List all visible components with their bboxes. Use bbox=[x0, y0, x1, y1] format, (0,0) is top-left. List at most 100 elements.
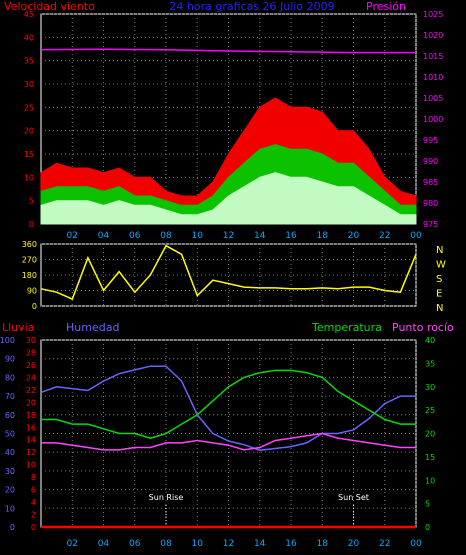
chart1-xtick: 22 bbox=[379, 231, 390, 241]
chart3-xtick: 16 bbox=[285, 539, 297, 549]
chart1-ytick-left: 30 bbox=[24, 80, 34, 89]
chart1-ytick-right: 1015 bbox=[423, 52, 443, 61]
chart3-ytick-humedad: 70 bbox=[5, 392, 15, 401]
chart3-series-temperatura bbox=[41, 369, 416, 439]
chart3-ytick-temp: 40 bbox=[425, 336, 435, 345]
chart2-compass-letter: E bbox=[436, 289, 442, 300]
chart1-series-presion bbox=[40, 48, 416, 54]
chart1-title: 24 hora graficas 26 Julio 2009 bbox=[169, 0, 334, 13]
chart3-ytick-lluvia: 6 bbox=[31, 486, 36, 495]
chart1-left-axis-label: Velocidad viento bbox=[4, 0, 95, 13]
chart3-ytick-temp: 20 bbox=[425, 430, 435, 439]
chart3-series-humedad bbox=[40, 365, 416, 452]
chart1-ytick-right: 1020 bbox=[423, 31, 443, 40]
chart3-xtick: 04 bbox=[98, 539, 110, 549]
chart1-ytick-right: 1025 bbox=[423, 10, 443, 19]
chart1-right-axis-label: Presión bbox=[366, 0, 406, 13]
chart1-ytick-left: 40 bbox=[24, 33, 34, 42]
chart1-ytick-right: 990 bbox=[423, 157, 438, 166]
chart3-ytick-lluvia: 12 bbox=[26, 448, 36, 457]
chart3-ytick-temp: 30 bbox=[425, 383, 435, 392]
chart3-xtick: 10 bbox=[192, 539, 204, 549]
chart2-compass-letter: W bbox=[436, 260, 446, 271]
chart3-ytick-temp: 10 bbox=[425, 476, 435, 485]
chart3-ytick-lluvia: 0 bbox=[31, 523, 36, 532]
legend-humedad: Humedad bbox=[66, 321, 119, 334]
chart1-xtick: 16 bbox=[285, 231, 297, 241]
chart3-ytick-lluvia: 28 bbox=[26, 348, 36, 357]
chart3-ytick-humedad: 20 bbox=[5, 486, 15, 495]
chart1-ytick-left: 35 bbox=[24, 57, 34, 66]
chart3-ytick-lluvia: 22 bbox=[26, 386, 36, 395]
chart1-xtick: 08 bbox=[160, 231, 172, 241]
humidity-temperature-chart: 0102030405060708090100024681012141618202… bbox=[0, 336, 435, 549]
chart3-ytick-humedad: 90 bbox=[5, 355, 15, 364]
chart2-ytick: 360 bbox=[22, 240, 37, 249]
chart3-ytick-humedad: 60 bbox=[5, 411, 15, 420]
chart3-xtick: 12 bbox=[223, 539, 234, 549]
chart3-ytick-humedad: 30 bbox=[5, 467, 15, 476]
chart1-ytick-right: 985 bbox=[423, 178, 438, 187]
chart1-xtick: 14 bbox=[254, 231, 266, 241]
chart1-xtick: 10 bbox=[192, 231, 204, 241]
chart1-ytick-left: 25 bbox=[24, 103, 34, 112]
chart1-ytick-right: 975 bbox=[423, 220, 438, 229]
chart3-ytick-humedad: 80 bbox=[5, 373, 15, 382]
chart3-ytick-temp: 25 bbox=[425, 406, 435, 415]
chart3-ytick-temp: 35 bbox=[425, 359, 435, 368]
chart3-annotation: Sun Rise bbox=[149, 493, 184, 502]
chart3-xtick: 18 bbox=[317, 539, 329, 549]
chart3-ytick-lluvia: 20 bbox=[26, 398, 36, 407]
chart1-ytick-left: 15 bbox=[24, 150, 34, 159]
chart2-compass-letter: N bbox=[436, 303, 443, 314]
chart1-series-minimum bbox=[40, 172, 417, 225]
chart3-ytick-temp: 5 bbox=[425, 500, 430, 509]
chart3-ytick-lluvia: 24 bbox=[26, 373, 36, 382]
chart3-xtick: 06 bbox=[129, 539, 141, 549]
chart2-ytick: 270 bbox=[22, 256, 37, 265]
chart2-ytick: 180 bbox=[22, 271, 37, 280]
chart1-xtick: 18 bbox=[317, 231, 329, 241]
chart1-ytick-right: 1010 bbox=[423, 73, 443, 82]
chart3-xtick: 00 bbox=[410, 539, 422, 549]
chart1-ytick-right: 1005 bbox=[423, 94, 443, 103]
chart1-xtick: 04 bbox=[98, 231, 110, 241]
chart2-compass-letter: N bbox=[436, 245, 443, 256]
chart3-ytick-humedad: 50 bbox=[5, 430, 15, 439]
chart3-ytick-humedad: 10 bbox=[5, 504, 15, 513]
chart3-ytick-temp: 0 bbox=[425, 523, 430, 532]
chart1-xtick: 20 bbox=[348, 231, 360, 241]
chart3-xtick: 08 bbox=[160, 539, 172, 549]
chart3-ytick-lluvia: 14 bbox=[26, 436, 36, 445]
chart1-xtick: 02 bbox=[67, 231, 78, 241]
chart3-ytick-lluvia: 18 bbox=[26, 411, 36, 420]
chart3-series-punto-rocio bbox=[41, 432, 416, 451]
legend-temperatura: Temperatura bbox=[311, 321, 382, 334]
chart1-ytick-right: 1000 bbox=[423, 115, 443, 124]
chart1-ytick-right: 980 bbox=[423, 199, 438, 208]
chart3-ytick-humedad: 0 bbox=[10, 523, 15, 532]
chart3-ytick-lluvia: 2 bbox=[31, 511, 36, 520]
chart3-ytick-humedad: 40 bbox=[5, 448, 15, 457]
chart3-ytick-lluvia: 30 bbox=[26, 336, 36, 345]
chart3-ytick-lluvia: 10 bbox=[26, 461, 36, 470]
chart1-ytick-right: 995 bbox=[423, 136, 438, 145]
chart1-ytick-left: 20 bbox=[24, 127, 34, 136]
chart2-ytick: 0 bbox=[32, 302, 37, 311]
chart3-ytick-humedad: 100 bbox=[0, 336, 15, 345]
chart3-annotation: Sun Set bbox=[338, 493, 369, 502]
legend-punto-rocio: Punto rocío bbox=[392, 321, 454, 334]
chart3-ytick-lluvia: 8 bbox=[31, 473, 36, 482]
chart3-xtick: 14 bbox=[254, 539, 266, 549]
wind-pressure-chart: 0510152025303540459759809859909951000100… bbox=[24, 10, 444, 241]
chart2-series-direccion bbox=[40, 244, 417, 301]
chart3-xtick: 22 bbox=[379, 539, 390, 549]
legend-lluvia: Lluvia bbox=[2, 321, 34, 334]
chart1-ytick-left: 5 bbox=[29, 197, 34, 206]
chart2-ytick: 90 bbox=[27, 287, 37, 296]
chart2-compass-letter: S bbox=[436, 274, 442, 285]
chart1-ytick-left: 45 bbox=[24, 10, 34, 19]
chart1-ytick-left: 0 bbox=[29, 220, 34, 229]
chart3-ytick-lluvia: 4 bbox=[31, 498, 36, 507]
